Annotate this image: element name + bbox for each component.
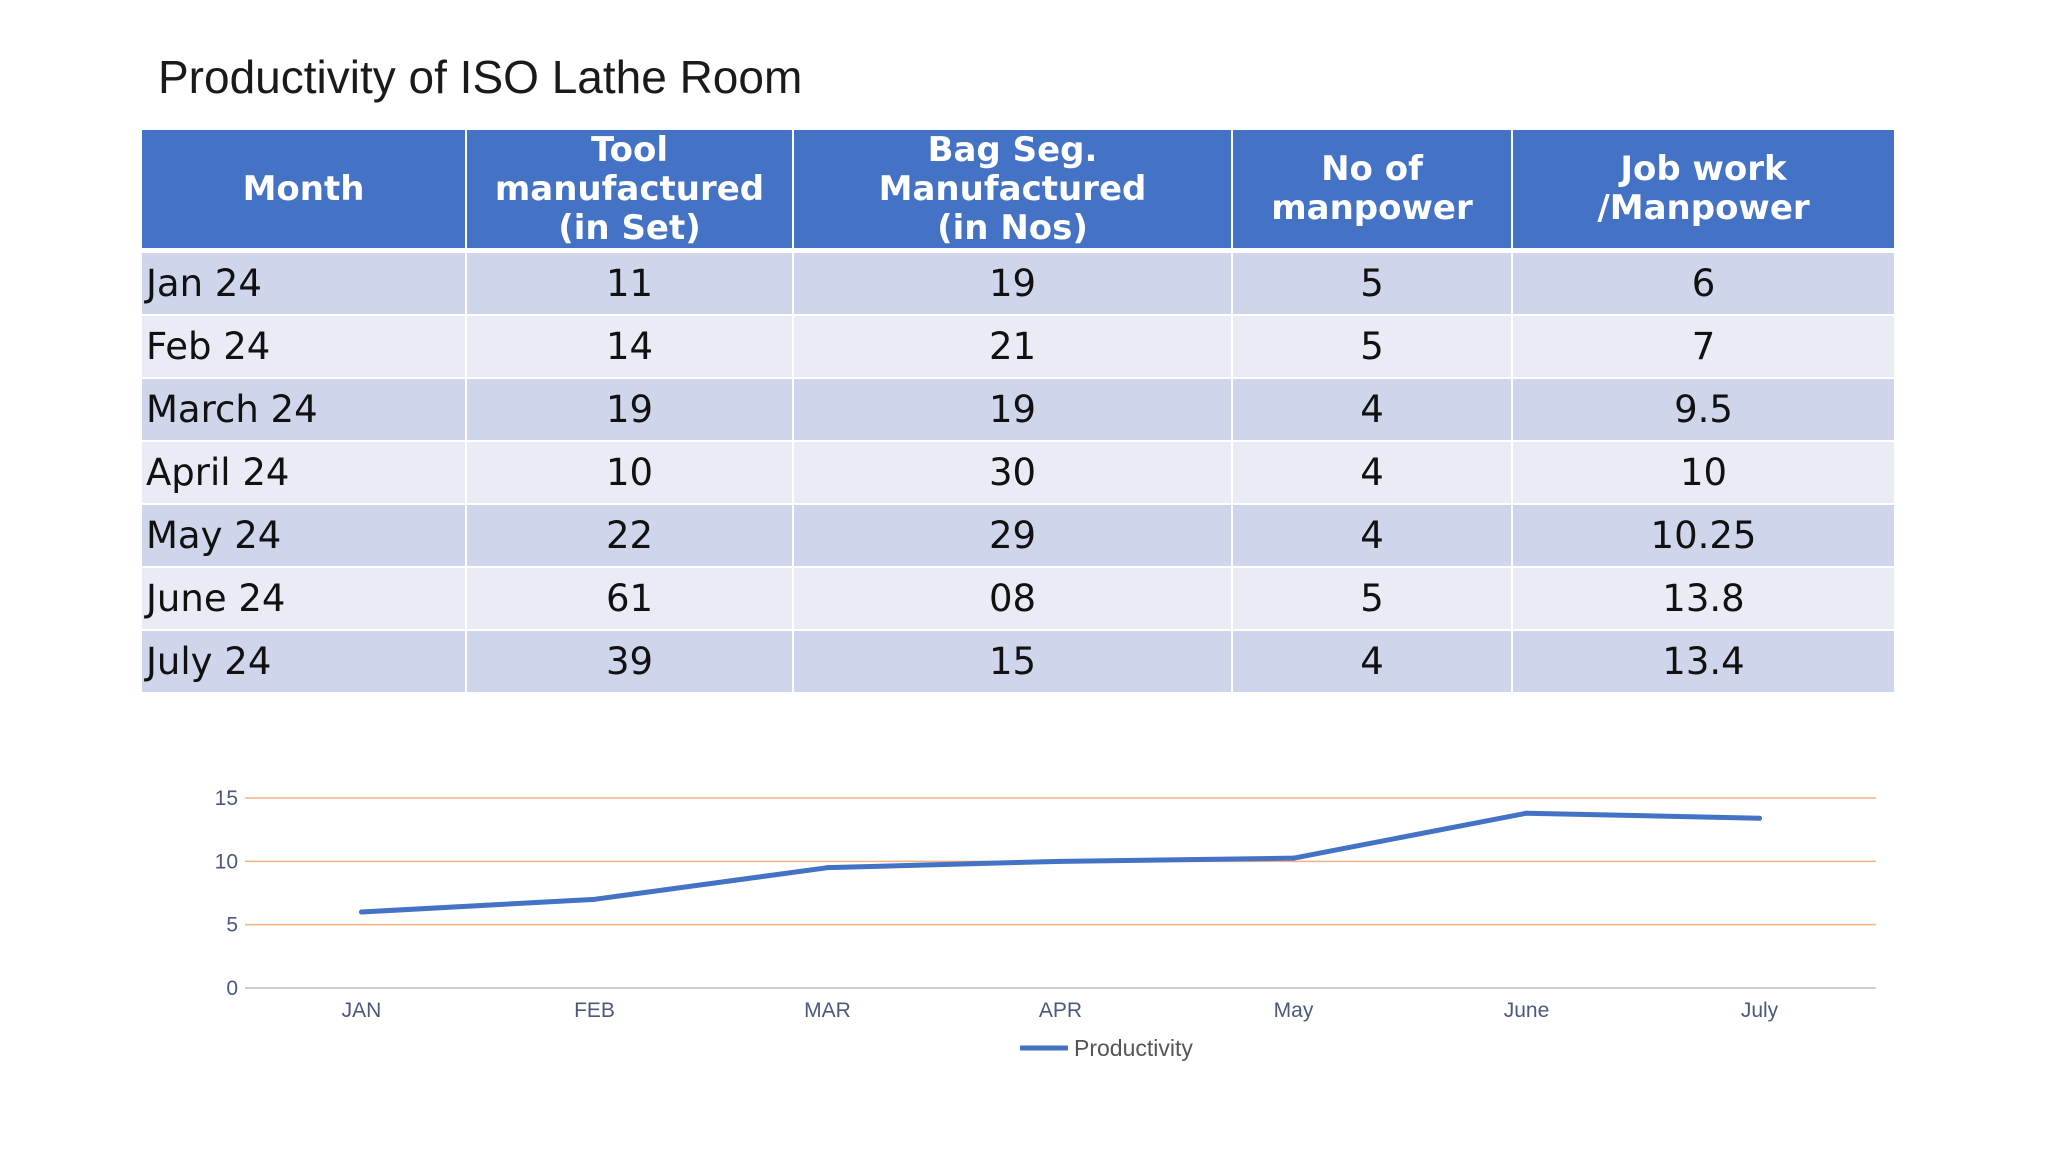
column-header-line: Month (242, 168, 365, 209)
month-cell: June 24 (142, 567, 467, 631)
month-cell: May 24 (142, 504, 467, 568)
column-header-line: No of (1321, 149, 1423, 189)
header-no-of-manpower: No of manpower (1232, 130, 1513, 253)
value-cell: 5 (1232, 315, 1513, 379)
header-job-work-per-manpower: Job work /Manpower (1512, 130, 1894, 253)
data-point (1524, 810, 1529, 816)
column-header-line: manpower (1271, 188, 1473, 228)
column-header-line: Bag Seg. Manufactured (878, 129, 1147, 209)
value-cell: 5 (1232, 250, 1513, 316)
column-header-line: (in Nos) (937, 207, 1088, 248)
table-row: Feb 24 14 21 5 7 (142, 315, 1894, 379)
x-tick-label: July (1741, 999, 1779, 1022)
value-cell: 4 (1232, 504, 1513, 568)
value-cell: 08 (793, 567, 1233, 631)
x-tick-label: JAN (342, 999, 382, 1022)
data-point (359, 909, 364, 915)
value-cell: 6 (1512, 250, 1894, 316)
month-cell: April 24 (142, 441, 467, 505)
productivity-table: Month Tool manufactured (in Set) Bag Seg. M… (142, 130, 1894, 694)
value-cell: 13.4 (1512, 630, 1894, 694)
column-header-line: (in Set) (558, 207, 701, 248)
legend-label: Productivity (1074, 1035, 1193, 1061)
header-tool-manufactured: Tool manufactured (in Set) (466, 129, 794, 253)
value-cell: 5 (1232, 567, 1513, 631)
month-cell: Jan 24 (142, 250, 467, 316)
value-cell: 19 (793, 378, 1233, 442)
x-tick-label: June (1504, 999, 1550, 1022)
y-tick-label: 15 (215, 787, 238, 810)
month-cell: July 24 (142, 630, 467, 694)
slide-title: Productivity of ISO Lathe Room (158, 51, 803, 103)
table-row: March 24 19 19 4 9.5 (142, 378, 1894, 442)
value-cell: 10.25 (1512, 504, 1894, 568)
value-cell: 30 (793, 441, 1233, 505)
value-cell: 22 (466, 504, 794, 568)
table-row: Jan 24 11 19 5 6 (142, 250, 1894, 316)
value-cell: 4 (1232, 441, 1513, 505)
table-body: Jan 24 11 19 5 6 Feb 24 14 21 5 7 March 24 19 19 4 9.5… (142, 250, 1894, 694)
x-tick-label: MAR (804, 999, 851, 1022)
month-cell: Feb 24 (142, 315, 467, 379)
value-cell: 61 (466, 567, 794, 631)
table-header-row: Month Tool manufactured (in Set) Bag Seg. M… (142, 129, 1894, 253)
y-tick-label: 10 (215, 850, 238, 873)
header-bag-seg-manufactured: Bag Seg. Manufactured (in Nos) (793, 129, 1233, 253)
table-row: May 24 22 29 4 10.25 (142, 504, 1894, 568)
table-row: April 24 10 30 4 10 (142, 441, 1894, 505)
x-tick-label: APR (1039, 999, 1082, 1022)
x-tick-label: FEB (574, 999, 615, 1022)
x-tick-label: May (1274, 999, 1314, 1022)
data-point (592, 896, 597, 902)
y-tick-label: 0 (226, 977, 238, 1000)
table-row: July 24 39 15 4 13.4 (142, 630, 1894, 694)
value-cell: 4 (1232, 378, 1513, 442)
value-cell: 19 (466, 378, 794, 442)
value-cell: 19 (793, 250, 1233, 316)
value-cell: 9.5 (1512, 378, 1894, 442)
table-row: June 24 61 08 5 13.8 (142, 567, 1894, 631)
month-cell: March 24 (142, 378, 467, 442)
column-header-line: Tool manufactured (494, 129, 765, 209)
value-cell: 29 (793, 504, 1233, 568)
header-month: Month (142, 130, 467, 253)
data-point (1058, 858, 1063, 864)
y-tick-label: 5 (226, 914, 238, 937)
value-cell: 11 (466, 250, 794, 316)
value-cell: 15 (793, 630, 1233, 694)
value-cell: 10 (1512, 441, 1894, 505)
value-cell: 10 (466, 441, 794, 505)
data-point (1291, 855, 1296, 861)
value-cell: 21 (793, 315, 1233, 379)
column-header-line: Job work /Manpower (1597, 149, 1810, 228)
value-cell: 39 (466, 630, 794, 694)
value-cell: 13.8 (1512, 567, 1894, 631)
value-cell: 14 (466, 315, 794, 379)
chart-svg: 0 5 10 15 JAN FEB MAR APR May June July Productivit… (215, 787, 1876, 1061)
data-point (825, 865, 830, 871)
value-cell: 7 (1512, 315, 1894, 379)
productivity-chart: 0 5 10 15 JAN FEB MAR APR May June July Productivit… (0, 760, 2048, 1080)
value-cell: 4 (1232, 630, 1513, 694)
data-point (1757, 815, 1762, 821)
